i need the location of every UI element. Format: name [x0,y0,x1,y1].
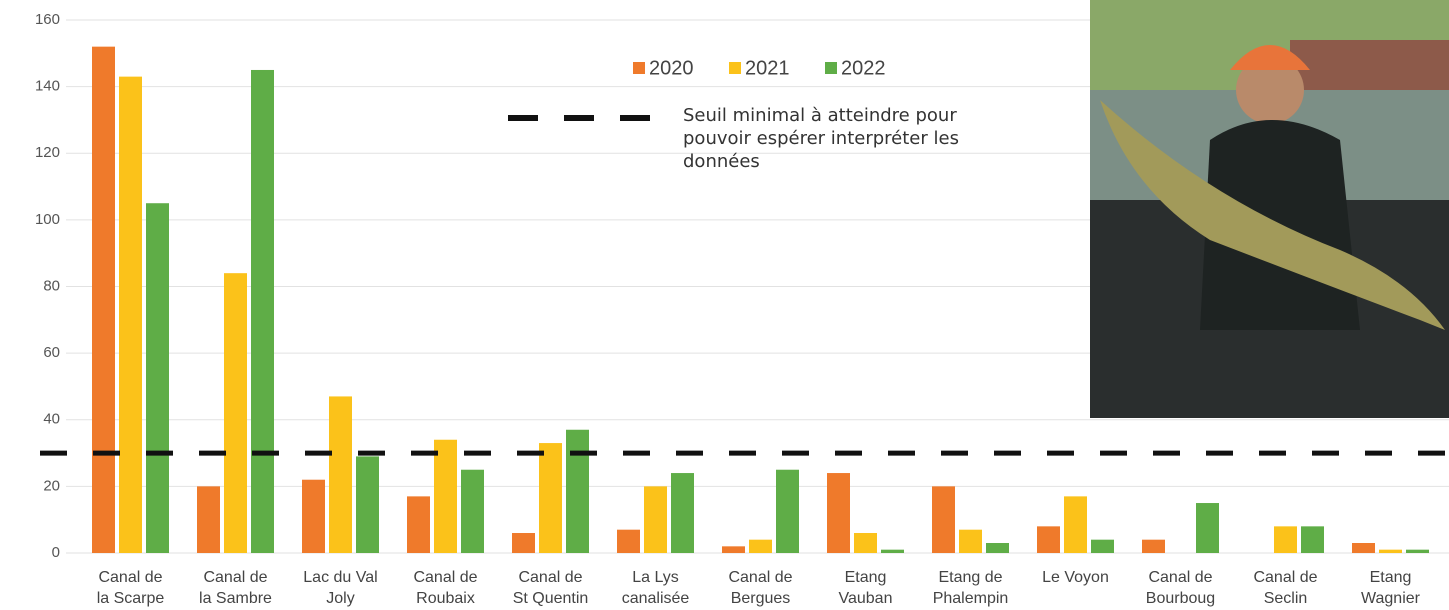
bar [224,273,247,553]
x-tick-label: Canal de [98,569,162,586]
bar [539,443,562,553]
bar [1274,526,1297,553]
bar [1037,526,1060,553]
x-tick-label: Bergues [731,590,791,607]
x-tick-label: St Quentin [513,590,589,607]
bar [959,529,982,553]
bar [92,46,115,554]
bar [671,473,694,553]
x-tick-label: Joly [326,590,354,607]
legend-label: 2020 [649,57,694,79]
y-tick-label: 40 [43,411,60,428]
bar [644,486,667,553]
bar [251,69,274,553]
x-tick-label: Etang [1370,569,1412,586]
bar [1142,539,1165,553]
bar [461,469,484,553]
x-tick-label: la Sambre [199,590,272,607]
y-tick-label: 20 [43,477,60,494]
bar [1379,549,1402,553]
photo [1090,0,1449,418]
bar [356,456,379,553]
x-tick-label: Phalempin [933,590,1009,607]
x-tick-label: Seclin [1264,590,1308,607]
bar [1301,526,1324,553]
bar [329,396,352,553]
y-tick-label: 0 [52,544,60,561]
bar [407,496,430,553]
bar [617,529,640,553]
bar [119,76,142,553]
x-tick-label: Etang de [938,569,1002,586]
x-tick-label: Bourboug [1146,590,1215,607]
bar [722,546,745,553]
legend-swatch [633,62,645,74]
bar [1064,496,1087,553]
legend-label: 2021 [745,57,790,79]
x-tick-label: Canal de [1148,569,1212,586]
x-tick-label: Lac du Val [303,569,377,586]
x-tick-label: la Scarpe [97,590,165,607]
bar [146,203,169,553]
x-tick-label: Canal de [203,569,267,586]
bar [1091,539,1114,553]
bar [1352,543,1375,553]
bar [434,439,457,553]
bar [1196,503,1219,553]
y-tick-label: 80 [43,277,60,294]
y-tick-label: 140 [35,78,60,95]
bar [881,549,904,553]
bar [776,469,799,553]
x-tick-label: Roubaix [416,590,475,607]
x-tick-label: canalisée [622,590,690,607]
x-tick-label: Canal de [1253,569,1317,586]
x-tick-label: Wagnier [1361,590,1421,607]
y-tick-label: 60 [43,344,60,361]
y-tick-label: 100 [35,211,60,228]
y-tick-label: 160 [35,11,60,28]
legend-swatch [729,62,741,74]
bar [854,533,877,553]
bar [512,533,535,553]
bar [302,479,325,553]
threshold-label: Seuil minimal à atteindre pour pouvoir e… [683,105,959,172]
x-tick-label: Vauban [839,590,893,607]
bar [827,473,850,553]
x-tick-label: Canal de [518,569,582,586]
x-tick-label: Canal de [728,569,792,586]
bar [986,543,1009,553]
x-tick-label: Canal de [413,569,477,586]
bar [932,486,955,553]
legend-swatch [825,62,837,74]
x-tick-label: Etang [845,569,887,586]
legend-label: 2022 [841,57,886,79]
bar [1406,549,1429,553]
bar [566,429,589,553]
x-tick-label: La Lys [632,569,679,586]
bar [749,539,772,553]
x-tick-label: Le Voyon [1042,569,1109,586]
y-tick-label: 120 [35,144,60,161]
bar [197,486,220,553]
